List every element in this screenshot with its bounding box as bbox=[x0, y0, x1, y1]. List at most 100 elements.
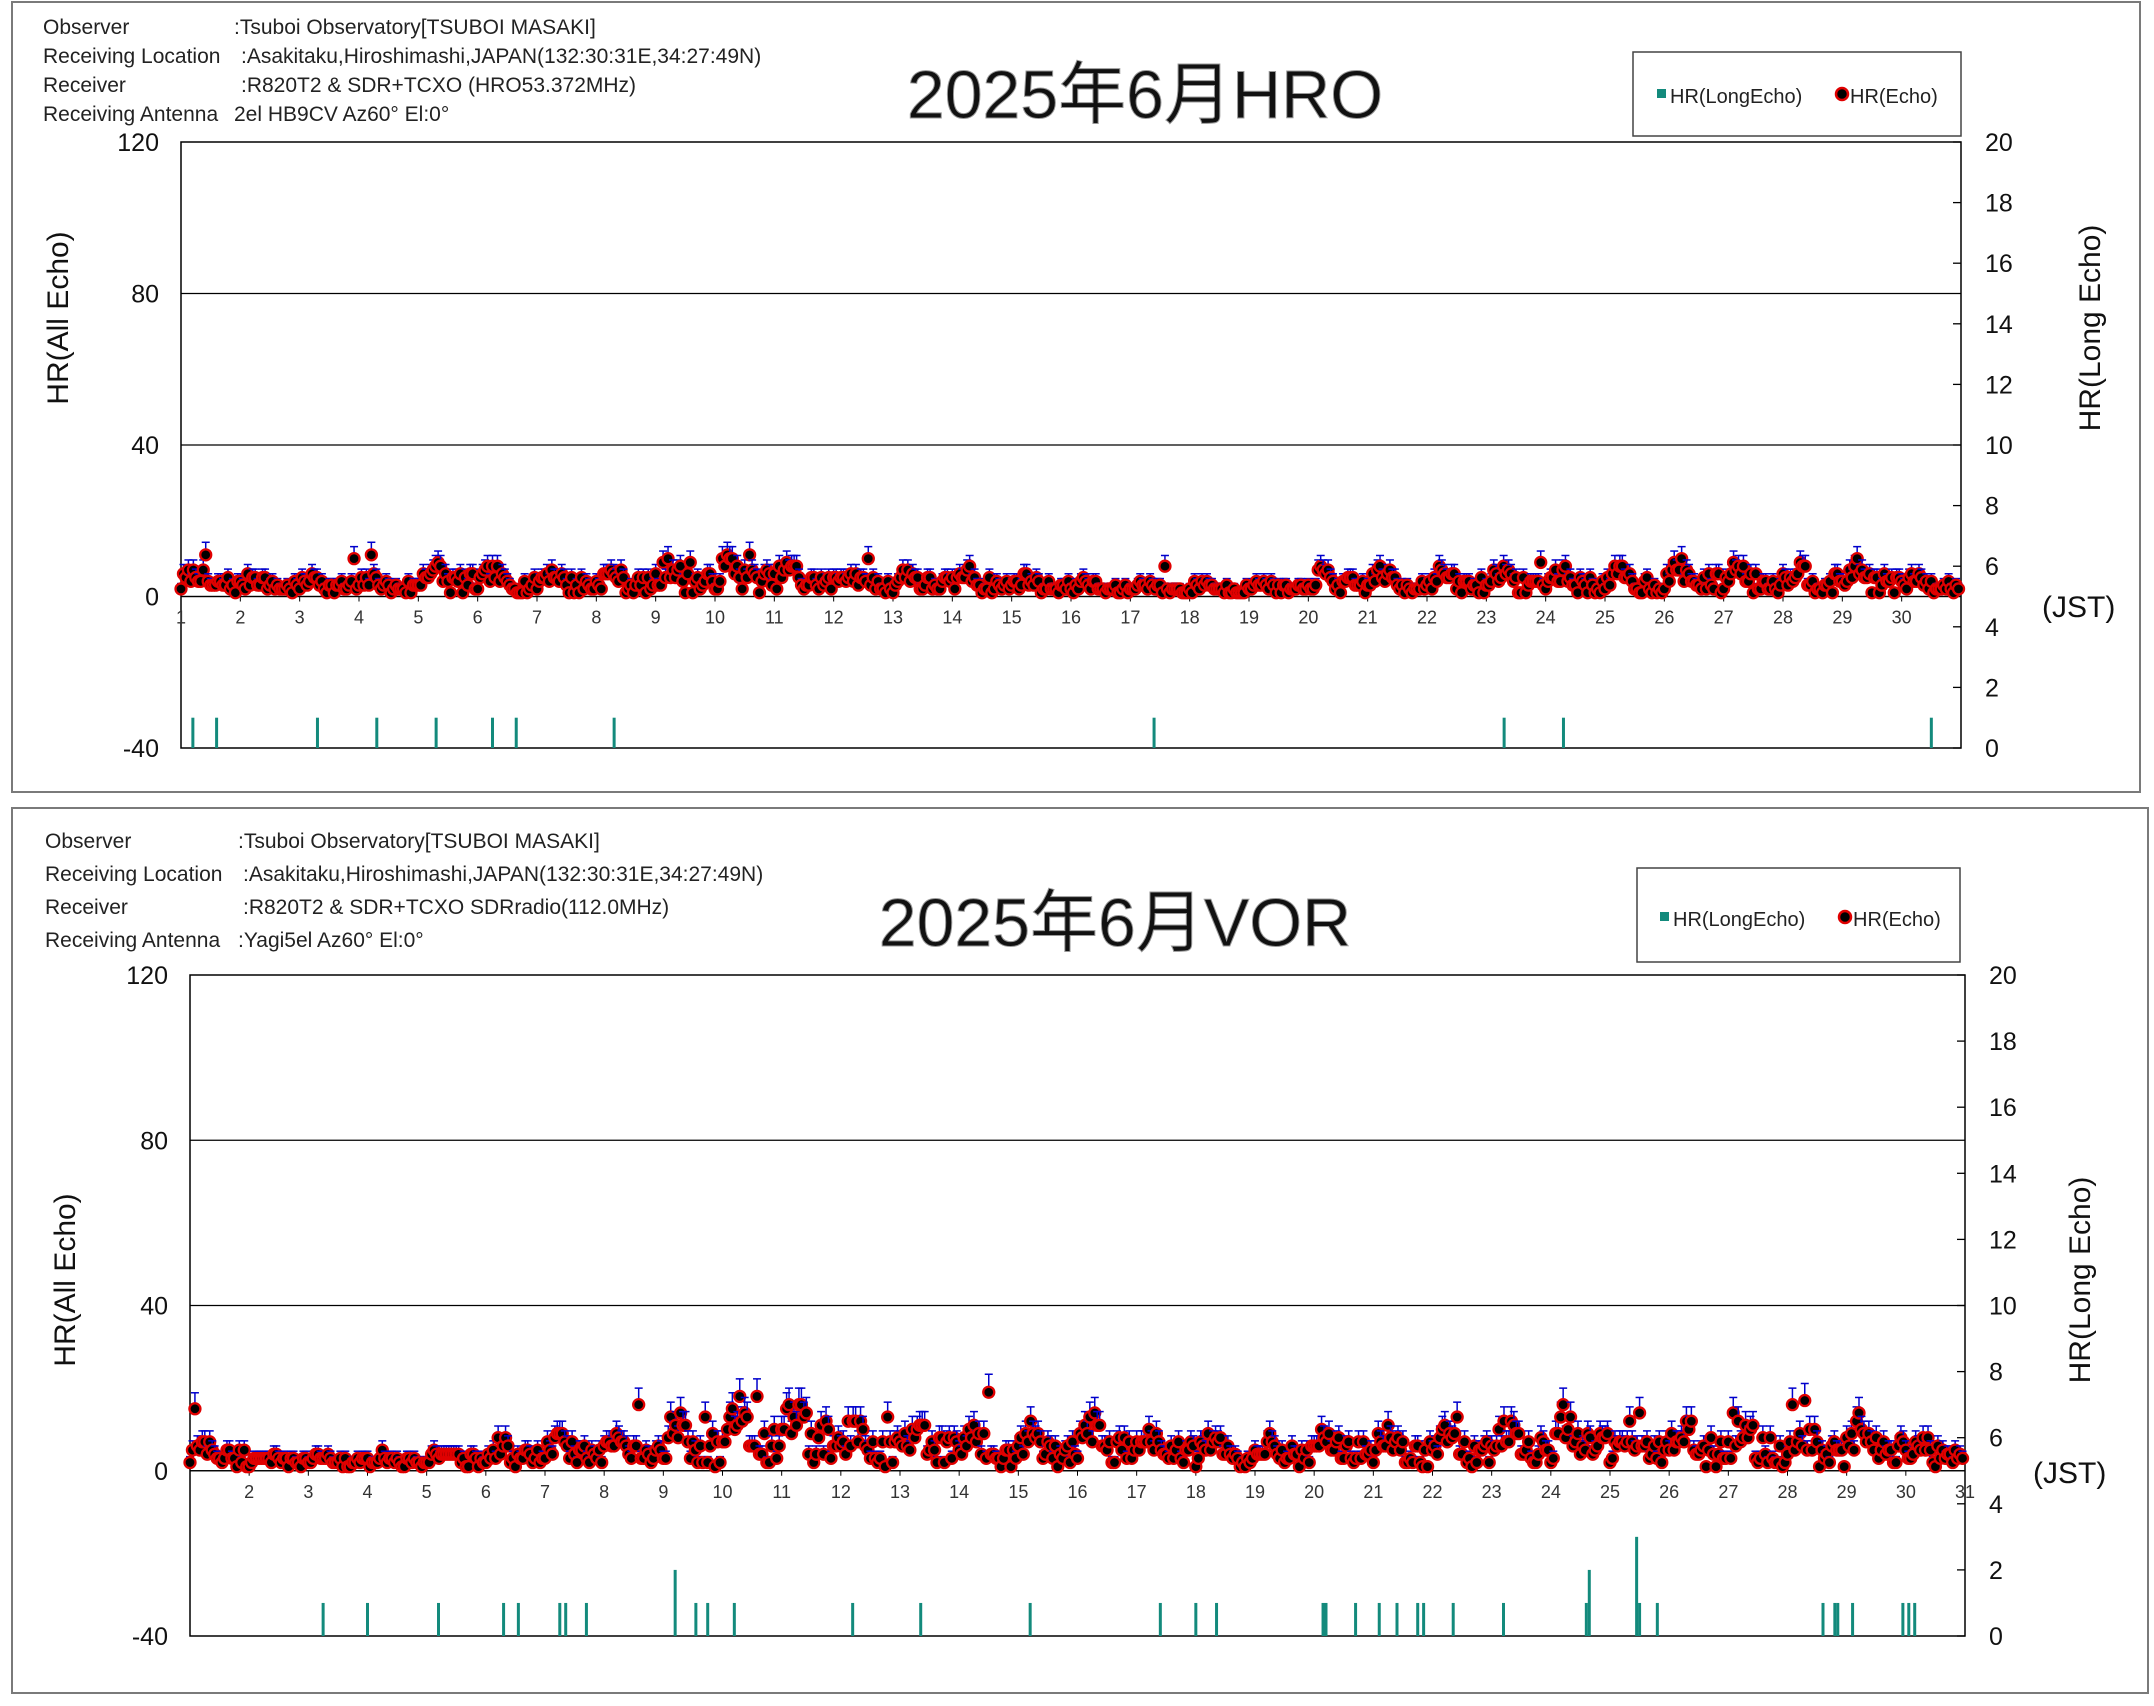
echo-point bbox=[742, 548, 757, 562]
x-tick-label: 25 bbox=[1600, 1482, 1620, 1502]
echo-point bbox=[1605, 1451, 1620, 1466]
echo-point bbox=[1632, 1406, 1647, 1420]
x-tick-label: 23 bbox=[1476, 608, 1496, 628]
y2-tick-label: 12 bbox=[1985, 371, 2013, 399]
echo-point bbox=[1837, 1459, 1851, 1474]
y-tick-label: 0 bbox=[145, 584, 159, 612]
x-tick-label: 29 bbox=[1837, 1482, 1857, 1502]
y-tick-label: -40 bbox=[132, 1623, 168, 1651]
echo-point bbox=[821, 1422, 836, 1437]
long-echo-bar bbox=[375, 717, 379, 748]
y-tick-label: 40 bbox=[140, 1293, 168, 1321]
location-value: :Asakitaku,Hiroshimashi,JAPAN(132:30:31E… bbox=[243, 863, 763, 886]
long-echo-bar bbox=[1354, 1602, 1358, 1636]
long-echo-bar bbox=[1851, 1602, 1855, 1636]
x-tick-label: 26 bbox=[1659, 1482, 1679, 1502]
long-echo-bar bbox=[215, 717, 219, 748]
x-tick-label: 20 bbox=[1304, 1482, 1324, 1502]
legend-echo-label: HR(Echo) bbox=[1850, 86, 1938, 108]
long-echo-bar bbox=[514, 717, 518, 748]
y2-tick-label: 16 bbox=[1985, 250, 2013, 278]
x-tick-label: 30 bbox=[1892, 608, 1912, 628]
echo-point bbox=[799, 1406, 813, 1420]
echo-point bbox=[1677, 1435, 1691, 1449]
echo-point bbox=[903, 1443, 917, 1457]
echo-point bbox=[1889, 1455, 1903, 1470]
echo-point bbox=[962, 559, 977, 573]
x-tick-label: 14 bbox=[942, 608, 962, 628]
echo-point bbox=[1822, 1455, 1837, 1470]
echo-point bbox=[443, 586, 458, 600]
y-axis-label-right: HR(Long Echo) bbox=[2064, 1177, 2097, 1384]
echo-point bbox=[199, 548, 213, 562]
echo-point bbox=[594, 582, 608, 596]
x-tick-label: 14 bbox=[949, 1482, 969, 1502]
echo-point bbox=[1107, 1455, 1122, 1470]
y-tick-label: 120 bbox=[126, 962, 168, 990]
x-tick-label: 22 bbox=[1422, 1482, 1442, 1502]
y2-tick-label: 14 bbox=[1985, 311, 2013, 339]
echo-point bbox=[1674, 551, 1689, 566]
echo-point bbox=[1309, 578, 1323, 592]
echo-point bbox=[632, 1398, 646, 1412]
echo-point bbox=[1825, 586, 1840, 600]
x-tick-label: 5 bbox=[422, 1482, 432, 1502]
x-tick-label: 31 bbox=[1955, 1482, 1975, 1502]
antenna-value: :Yagi5el Az60° El:0° bbox=[238, 929, 424, 952]
hro-panel: Observer :Tsuboi Observatory[TSUBOI MASA… bbox=[0, 0, 2154, 800]
echo-point bbox=[1158, 559, 1172, 573]
long-echo-bar bbox=[1587, 1569, 1591, 1636]
y-tick-label: 0 bbox=[154, 1458, 168, 1486]
long-echo-bar bbox=[732, 1602, 736, 1636]
long-echo-bar bbox=[1194, 1602, 1198, 1636]
echo-point bbox=[1088, 1406, 1102, 1420]
echo-point bbox=[1785, 1398, 1800, 1412]
echo-point bbox=[1655, 1455, 1669, 1470]
echo-point bbox=[595, 1455, 609, 1470]
x-tick-label: 16 bbox=[1061, 608, 1081, 628]
echo-point bbox=[1333, 586, 1348, 600]
echo-point bbox=[824, 1451, 838, 1466]
echo-point bbox=[1448, 1426, 1462, 1441]
x-unit-label: (JST) bbox=[2033, 1457, 2106, 1490]
x-tick-label: 25 bbox=[1595, 608, 1615, 628]
x-tick-label: 13 bbox=[883, 608, 903, 628]
x-tick-label: 19 bbox=[1245, 1482, 1265, 1502]
echo-point bbox=[927, 1443, 942, 1457]
y2-tick-label: 8 bbox=[1985, 493, 1999, 521]
y2-tick-label: 6 bbox=[1989, 1425, 2003, 1453]
x-tick-label: 24 bbox=[1536, 608, 1556, 628]
echo-point bbox=[977, 1426, 991, 1441]
long-echo-bar bbox=[673, 1569, 677, 1636]
echo-point bbox=[1850, 551, 1864, 566]
y2-tick-label: 0 bbox=[1985, 735, 1999, 763]
y2-tick-label: 4 bbox=[1989, 1491, 2003, 1519]
long-echo-bar bbox=[1321, 1602, 1325, 1636]
long-echo-bar bbox=[1451, 1602, 1455, 1636]
y2-tick-label: 8 bbox=[1989, 1359, 2003, 1387]
x-tick-label: 26 bbox=[1654, 608, 1674, 628]
antenna-value: 2el HB9CV Az60° El:0° bbox=[234, 103, 449, 126]
echo-point bbox=[1191, 1451, 1205, 1466]
echo-point bbox=[735, 582, 749, 596]
legend-box bbox=[1632, 51, 1962, 137]
long-echo-bar bbox=[1395, 1602, 1399, 1636]
echo-point bbox=[1709, 1459, 1723, 1474]
x-tick-label: 29 bbox=[1832, 608, 1852, 628]
legend-echo-marker bbox=[1834, 86, 1850, 102]
long-echo-bar bbox=[1416, 1602, 1420, 1636]
x-tick-label: 24 bbox=[1541, 1482, 1561, 1502]
y-tick-label: 80 bbox=[140, 1127, 168, 1155]
x-tick-label: 4 bbox=[362, 1482, 372, 1502]
y-axis-label-left: HR(All Echo) bbox=[42, 231, 75, 404]
long-echo-bar bbox=[584, 1602, 588, 1636]
echo-point bbox=[789, 559, 804, 573]
long-echo-bar bbox=[1152, 717, 1156, 748]
echo-point bbox=[1070, 1451, 1085, 1466]
long-echo-bar bbox=[366, 1602, 369, 1636]
echo-point bbox=[1736, 559, 1751, 573]
x-tick-label: 2 bbox=[235, 608, 245, 628]
legend-long-swatch bbox=[1657, 89, 1666, 98]
long-echo-bar bbox=[1215, 1602, 1219, 1636]
